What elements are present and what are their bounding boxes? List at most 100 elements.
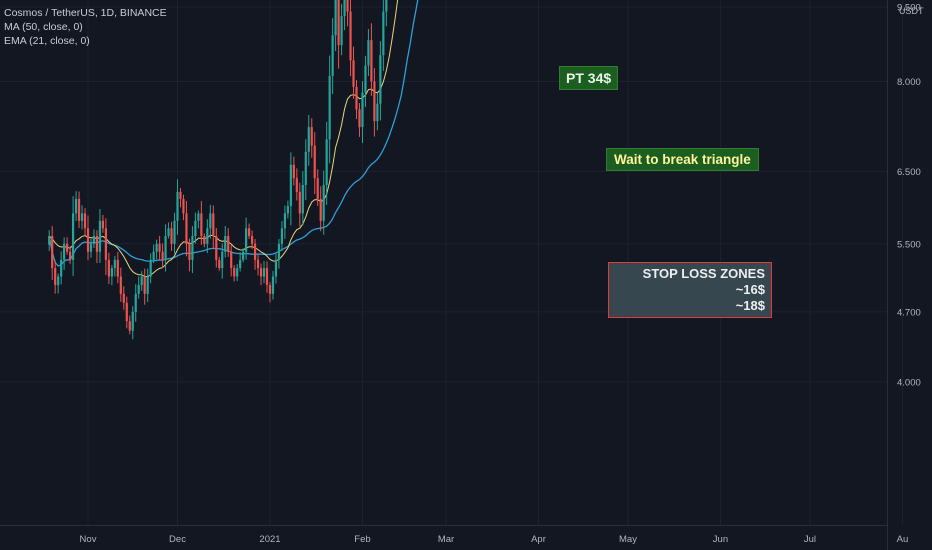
candle-body [113, 259, 116, 269]
candle-body [149, 259, 152, 277]
candle-body [77, 198, 81, 221]
candle-body [71, 213, 75, 260]
candle-body [134, 293, 137, 312]
candle-body [86, 228, 90, 252]
candle-body [265, 268, 269, 286]
candle-body [352, 60, 355, 87]
candle-body [289, 164, 292, 207]
ema-legend: EMA (21, close, 0) [4, 35, 90, 47]
candle-body [373, 81, 376, 122]
x-tick-label: May [619, 534, 637, 545]
candle-body [227, 235, 230, 252]
candle-body [173, 220, 176, 244]
candle-body [164, 235, 167, 260]
candle-body [242, 251, 245, 260]
x-tick-label: Nov [80, 534, 97, 545]
candle-body [304, 151, 307, 185]
candle-body [167, 228, 170, 236]
candle-body [206, 228, 209, 244]
candle-body [161, 251, 164, 260]
candle-body [197, 213, 200, 221]
candle-body [376, 103, 379, 122]
candle-body [292, 164, 295, 179]
candle-body [385, 0, 388, 12]
candle-body [212, 213, 215, 236]
candle-body [236, 268, 239, 277]
triangle-note: Wait to break triangle [606, 148, 759, 171]
ma-legend: MA (50, close, 0) [4, 21, 83, 33]
candle-body [224, 235, 227, 252]
candle-body [131, 311, 134, 331]
candle-body [271, 276, 275, 294]
candle-body [128, 321, 131, 331]
y-tick-label: 6.500 [897, 167, 921, 178]
candle-body [179, 191, 182, 199]
candle-body [125, 302, 128, 322]
candle-body [116, 259, 119, 277]
stop-loss-note: STOP LOSS ZONES ~16$ ~18$ [608, 262, 772, 318]
candle-body [146, 276, 149, 294]
candle-body [137, 285, 140, 294]
candle-body [107, 259, 110, 277]
x-tick-label: Dec [169, 534, 186, 545]
candle-body [63, 243, 66, 260]
candle-body [248, 228, 251, 236]
candle-body [48, 235, 51, 245]
ma-50-line [48, 0, 419, 267]
candle-body [60, 259, 63, 277]
candle-body [66, 243, 69, 252]
candle-body [188, 243, 191, 260]
candle-body [253, 243, 257, 260]
candle-body [295, 178, 298, 192]
candle-body [283, 213, 286, 229]
candle-body [176, 191, 179, 221]
candle-body [209, 213, 212, 229]
x-tick-label: 2021 [259, 534, 280, 545]
symbol-title: Cosmos / TetherUS, 1D, BINANCE [4, 7, 167, 19]
x-tick-label: Jul [804, 534, 816, 545]
stop-loss-line2: ~18$ [735, 298, 765, 313]
candle-body [349, 11, 352, 61]
y-tick-label: 9.500 [897, 3, 921, 14]
candle-body [140, 276, 143, 286]
candle-body [310, 127, 313, 146]
chart-legend: Cosmos / TetherUS, 1D, BINANCE MA (50, c… [4, 6, 167, 48]
candle-body [152, 251, 155, 260]
candle-body [367, 40, 370, 66]
candle-body [200, 213, 203, 236]
candle-body [92, 235, 96, 244]
candle-body [191, 235, 194, 260]
candle-body [215, 235, 218, 260]
candle-body [280, 228, 284, 244]
candle-body [110, 268, 113, 277]
candle-body [203, 235, 206, 244]
candle-body [268, 285, 272, 294]
candle-body [355, 86, 358, 110]
candle-body [83, 213, 87, 229]
candle-body [316, 178, 319, 199]
price-target-label: PT 34$ [559, 66, 619, 90]
stop-loss-line1: STOP LOSS ZONES ~16$ [642, 266, 765, 297]
candle-body [218, 259, 221, 269]
y-tick-label: 4.000 [897, 377, 921, 388]
candle-body [379, 55, 382, 104]
candle-body [364, 65, 367, 93]
candle-body [301, 184, 304, 214]
ema-21-line [48, 0, 399, 277]
candle-body [361, 92, 364, 128]
candle-body [262, 268, 266, 277]
candle-body [245, 228, 248, 252]
x-tick-label: Feb [354, 534, 370, 545]
candle-body [343, 0, 346, 17]
candle-body [328, 76, 331, 140]
candle-body [170, 228, 173, 244]
candle-body [313, 145, 316, 179]
y-tick-label: 8.000 [897, 77, 921, 88]
candle-body [277, 243, 281, 260]
candle-body [54, 268, 57, 286]
candle-body [233, 268, 236, 277]
candle-body [334, 0, 337, 36]
x-tick-label: Apr [531, 534, 546, 545]
